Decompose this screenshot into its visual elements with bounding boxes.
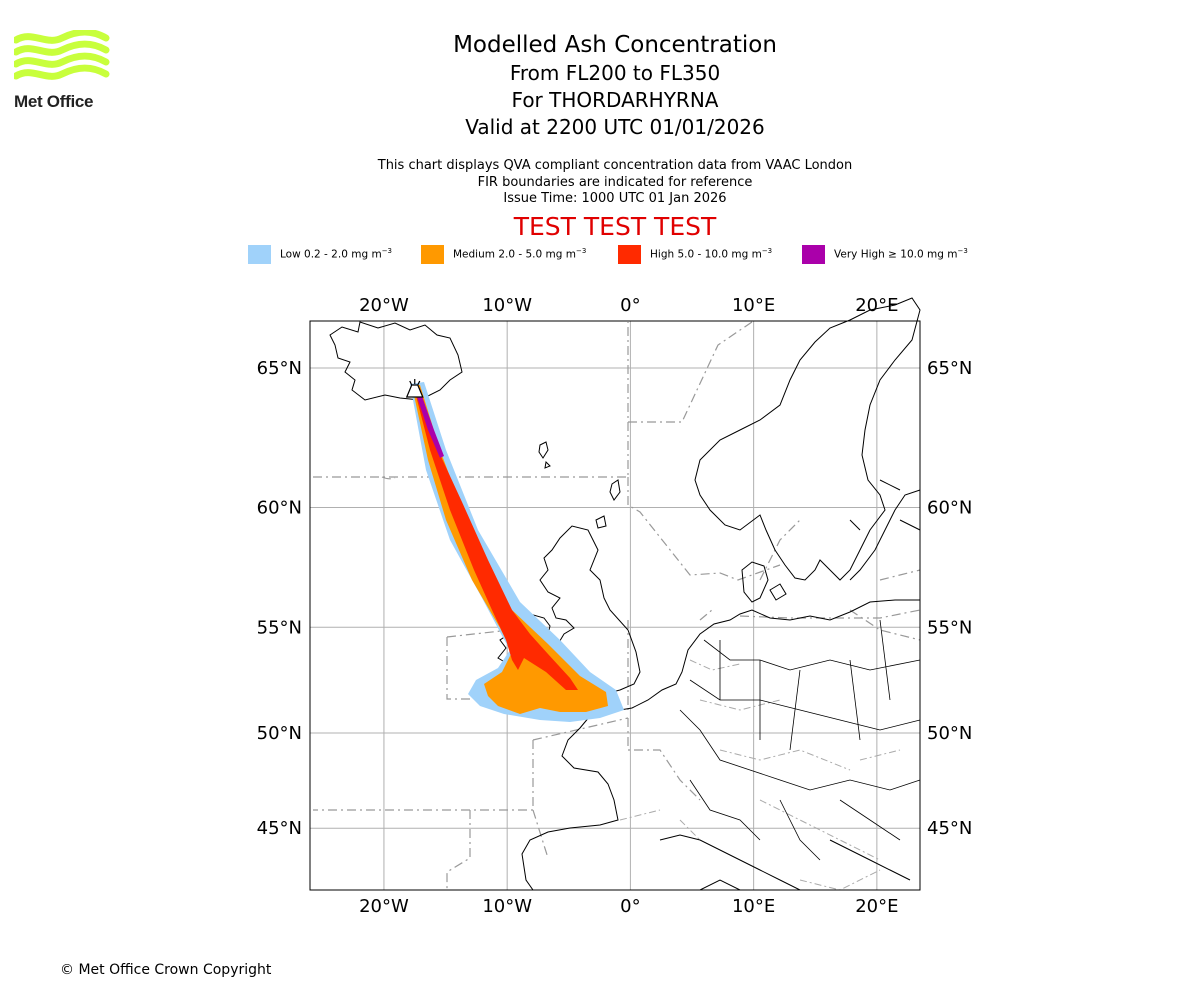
unit-exponent: −3 [761,247,773,256]
fir-boundaries [313,321,921,891]
met-office-logo: Met Office [12,28,110,114]
lat-tick-label: 50°N [927,723,972,744]
lat-tick-label: 50°N [257,723,302,744]
lon-tick-label: 10°E [732,896,775,917]
issue-time: Issue Time: 1000 UTC 01 Jan 2026 [503,191,727,206]
legend-label-low: Low 0.2 - 2.0 mg m [280,248,382,261]
logo-text: Met Office [14,92,94,111]
logo-wave [12,40,110,56]
legend-swatch-high [618,244,641,264]
coastlines [329,297,921,891]
lat-tick-label: 55°N [927,617,972,638]
test-banner: TEST TEST TEST [513,212,717,241]
country-borders [679,619,921,861]
ash-map: 20°W 20°W 10°W 10°W 0° 0° 10°E 10°E 20°E 20°E 65°N… [0,280,1200,924]
unit-exponent: −3 [381,247,393,256]
gridlines [310,321,920,890]
lon-tick-label: 20°E [855,295,898,316]
lon-tick-label: 10°W [482,295,532,316]
legend-item-high: High 5.0 - 10.0 mg m−3 [618,244,772,264]
lon-tick-label: 0° [620,295,640,316]
lon-tick-label: 10°E [732,295,775,316]
valid-time: Valid at 2200 UTC 01/01/2026 [465,115,765,139]
copyright-text: © Met Office Crown Copyright [60,962,272,978]
lat-tick-label: 45°N [257,818,302,839]
legend: Low 0.2 - 2.0 mg m−3 Medium 2.0 - 5.0 mg… [0,244,1200,264]
met-office-logo-waves [12,28,110,80]
legend-swatch-low [248,244,271,264]
volcano-eruption-lines [409,378,421,386]
plume-very-high [414,388,444,458]
lat-tick-label: 60°N [927,497,972,518]
lon-tick-label: 0° [620,896,640,917]
lat-tick-label: 55°N [257,617,302,638]
lon-tick-label: 10°W [482,896,532,917]
volcano-name: For THORDARHYRNA [511,88,719,112]
lat-tick-label: 60°N [257,497,302,518]
chart-title: Modelled Ash Concentration [453,32,777,58]
lat-tick-label: 65°N [927,358,972,379]
map-frame [309,320,921,891]
axis-tick-labels: 20°W 20°W 10°W 10°W 0° 0° 10°E 10°E 20°E 20°E 65°N… [257,295,973,917]
ash-map-svg: 20°W 20°W 10°W 10°W 0° 0° 10°E 10°E 20°E 20°E 65°N… [257,295,973,917]
logo-wave [12,64,110,80]
chart-subtitle-block: This chart displays QVA compliant concen… [315,158,915,208]
unit-exponent: −3 [957,247,968,256]
lat-tick-label: 45°N [927,818,972,839]
lon-tick-label: 20°W [359,295,409,316]
legend-swatch-medium [421,244,444,264]
legend-item-very-high: Very High ≥ 10.0 mg m−3 [802,244,968,264]
logo-wave [12,52,110,68]
unit-exponent: −3 [575,247,587,256]
lon-tick-label: 20°W [359,896,409,917]
legend-label-high: High 5.0 - 10.0 mg m [650,248,762,261]
legend-swatch-very-high [802,244,825,264]
legend-item-medium: Medium 2.0 - 5.0 mg m−3 [421,244,586,264]
subtitle-qva: This chart displays QVA compliant concen… [377,158,853,173]
legend-item-low: Low 0.2 - 2.0 mg m−3 [248,244,392,264]
chart-title-block: Modelled Ash Concentration From FL200 to… [315,30,915,141]
lat-tick-label: 65°N [257,358,302,379]
legend-label-medium: Medium 2.0 - 5.0 mg m [453,248,576,261]
subtitle-fir: FIR boundaries are indicated for referen… [477,174,753,190]
volcano-marker [405,378,424,398]
lon-tick-label: 20°E [855,896,898,917]
ash-plume [410,382,624,722]
legend-label-very-high: Very High ≥ 10.0 mg m [834,248,958,261]
logo-wave [12,28,110,44]
volcano-icon [405,384,424,398]
flight-level-range: From FL200 to FL350 [509,61,721,85]
